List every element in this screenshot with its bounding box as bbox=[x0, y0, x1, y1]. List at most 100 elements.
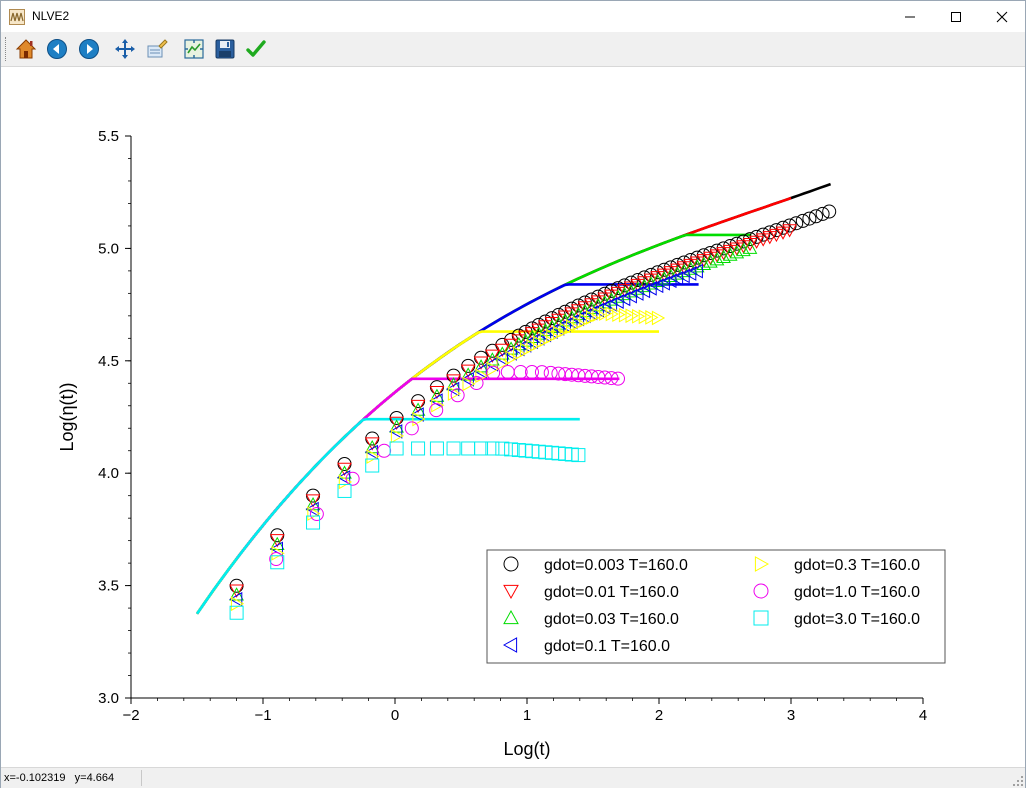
data-point bbox=[404, 421, 419, 436]
y-axis-label: Log(η(t)) bbox=[57, 382, 77, 451]
data-point bbox=[789, 216, 804, 231]
zoom-button[interactable] bbox=[144, 36, 170, 62]
save-icon bbox=[215, 39, 235, 59]
data-point bbox=[716, 247, 731, 261]
close-button[interactable] bbox=[979, 1, 1025, 32]
resize-grip-icon[interactable] bbox=[1013, 776, 1023, 786]
y-tick-label: 4.0 bbox=[98, 465, 119, 482]
data-point bbox=[270, 528, 285, 543]
plot-canvas[interactable]: −2 −1 0 1 2 3 4 3.0 3.5 4.0 4.5 5.0 5.5 Log(t) Log(η(t… bbox=[1, 67, 1025, 767]
data-point bbox=[585, 310, 600, 325]
data-point bbox=[410, 407, 424, 422]
data-point bbox=[365, 458, 380, 473]
data-point bbox=[762, 231, 778, 245]
data-point bbox=[505, 350, 519, 366]
data-point bbox=[365, 431, 380, 446]
save-button[interactable] bbox=[212, 36, 238, 62]
forward-button[interactable] bbox=[76, 36, 102, 62]
legend-label: gdot=3.0 T=160.0 bbox=[794, 611, 920, 628]
data-point bbox=[486, 365, 501, 380]
legend-label: gdot=0.01 T=160.0 bbox=[544, 584, 679, 601]
data-point bbox=[450, 388, 465, 403]
data-point bbox=[729, 245, 745, 259]
data-point bbox=[389, 424, 403, 439]
data-point bbox=[689, 263, 703, 279]
data-point bbox=[526, 338, 540, 354]
ok-button[interactable] bbox=[243, 36, 269, 62]
data-point bbox=[571, 448, 586, 463]
data-point bbox=[306, 515, 321, 530]
data-point bbox=[337, 483, 352, 498]
legend-label: gdot=1.0 T=160.0 bbox=[794, 584, 920, 601]
legend-item: gdot=0.03 T=160.0 bbox=[503, 609, 679, 628]
data-point bbox=[429, 441, 444, 456]
data-point bbox=[651, 310, 666, 326]
chart[interactable]: −2 −1 0 1 2 3 4 3.0 3.5 4.0 4.5 5.0 5.5 Log(t) Log(η(t… bbox=[1, 67, 1025, 767]
data-point bbox=[638, 309, 652, 325]
y-tick-label: 4.5 bbox=[98, 353, 119, 370]
x-tick-label: 0 bbox=[391, 707, 399, 724]
data-point bbox=[534, 365, 549, 380]
data-point bbox=[486, 361, 500, 377]
legend-item: gdot=3.0 T=160.0 bbox=[753, 610, 920, 628]
data-point bbox=[754, 556, 770, 572]
configure-button[interactable] bbox=[181, 36, 207, 62]
data-point bbox=[546, 328, 560, 344]
data-point bbox=[612, 307, 626, 322]
data-point bbox=[460, 364, 476, 378]
data-point bbox=[519, 342, 534, 358]
data-point bbox=[769, 228, 784, 243]
data-point bbox=[337, 456, 352, 471]
legend-label: gdot=0.03 T=160.0 bbox=[544, 611, 679, 628]
y-tick-label: 5.0 bbox=[98, 240, 119, 257]
data-point bbox=[474, 441, 489, 456]
series-markers bbox=[229, 263, 703, 607]
data-point bbox=[485, 349, 500, 363]
data-point bbox=[411, 441, 426, 456]
status-y: y=4.664 bbox=[74, 772, 115, 784]
data-point bbox=[446, 374, 461, 388]
home-button[interactable] bbox=[13, 36, 39, 62]
data-point bbox=[709, 252, 725, 266]
data-point bbox=[500, 365, 515, 380]
x-tick-label: 1 bbox=[523, 707, 531, 724]
data-point bbox=[524, 365, 539, 380]
data-point bbox=[411, 394, 426, 409]
checkmark-icon bbox=[246, 40, 266, 57]
legend-label: gdot=0.3 T=160.0 bbox=[794, 557, 920, 574]
data-point bbox=[604, 371, 619, 386]
move-icon bbox=[115, 39, 135, 59]
data-point bbox=[572, 316, 586, 331]
toolbar bbox=[1, 32, 1025, 67]
data-point bbox=[460, 372, 474, 387]
data-point bbox=[703, 251, 718, 265]
data-point bbox=[552, 325, 567, 341]
status-bar: x=-0.102319 y=4.664 bbox=[1, 767, 1025, 788]
data-point bbox=[696, 254, 712, 268]
series-line bbox=[235, 377, 620, 560]
arrow-right-icon bbox=[79, 39, 99, 59]
series-markers bbox=[229, 204, 837, 593]
data-point bbox=[696, 256, 712, 270]
zoom-rect-icon bbox=[147, 39, 168, 58]
data-point bbox=[503, 584, 519, 600]
status-separator bbox=[141, 770, 142, 786]
data-point bbox=[485, 441, 500, 456]
pan-button[interactable] bbox=[112, 36, 138, 62]
data-point bbox=[755, 233, 771, 247]
maximize-button[interactable] bbox=[933, 1, 979, 32]
data-point bbox=[410, 399, 426, 414]
data-point bbox=[722, 247, 738, 261]
data-point bbox=[412, 411, 426, 427]
data-point bbox=[559, 322, 573, 338]
data-point bbox=[782, 224, 797, 238]
data-point bbox=[306, 488, 321, 503]
data-point bbox=[729, 242, 745, 256]
data-point bbox=[309, 507, 324, 522]
series-markers bbox=[229, 240, 758, 601]
minimize-button[interactable] bbox=[887, 1, 933, 32]
data-point bbox=[271, 545, 285, 561]
back-button[interactable] bbox=[44, 36, 70, 62]
data-point bbox=[749, 235, 764, 249]
